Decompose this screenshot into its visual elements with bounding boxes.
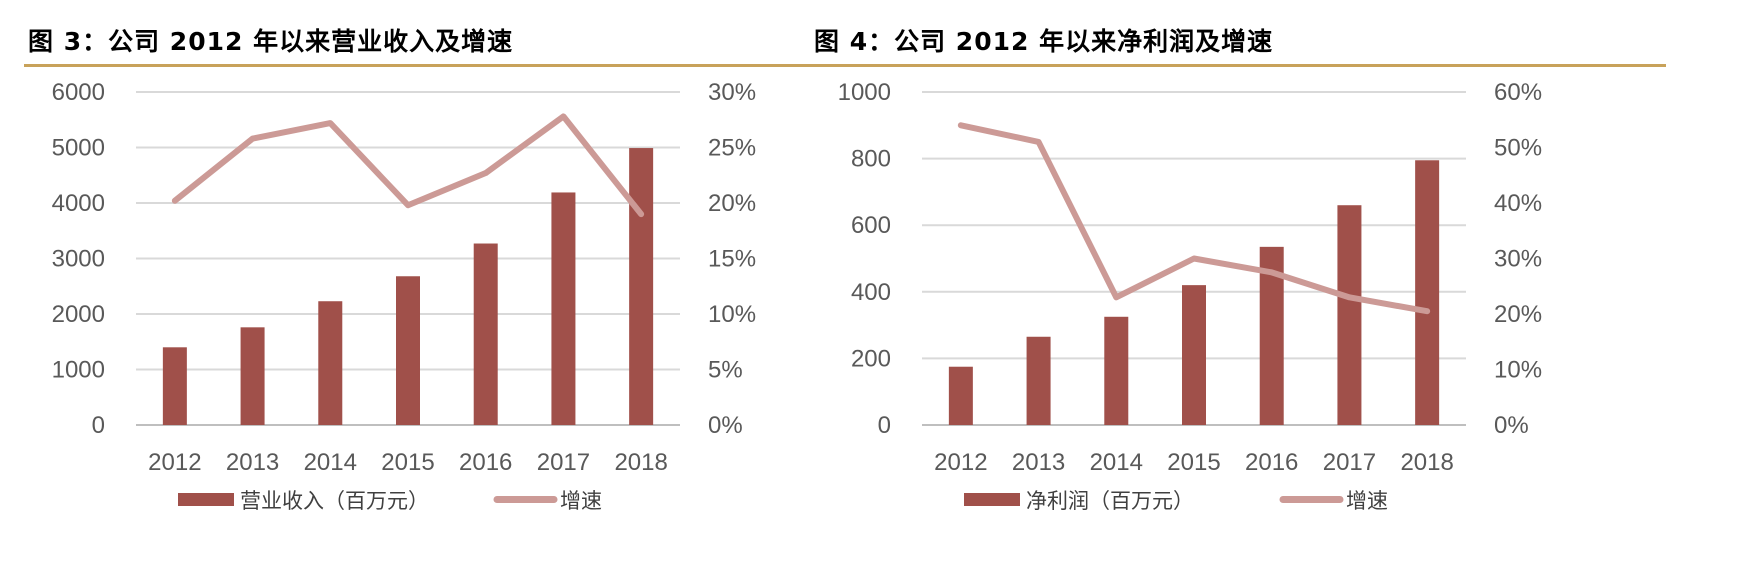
y-right-tick-label: 20% — [708, 190, 756, 217]
bar-2018 — [1415, 160, 1440, 425]
bar-2015 — [396, 276, 420, 425]
x-tick-label: 2017 — [1323, 449, 1376, 476]
y-right-tick-label: 25% — [708, 135, 756, 162]
y-left-tick-label: 200 — [851, 345, 891, 372]
y-left-tick-label: 5000 — [52, 135, 105, 162]
y-right-tick-label: 30% — [708, 79, 756, 106]
y-left-tick-label: 3000 — [52, 246, 105, 273]
bar-2013 — [1026, 336, 1051, 425]
y-right-tick-label: 60% — [1494, 79, 1542, 106]
y-left-tick-label: 800 — [851, 146, 891, 173]
y-right-tick-label: 20% — [1494, 301, 1542, 328]
bar-2012 — [948, 366, 973, 425]
x-tick-label: 2012 — [934, 449, 987, 476]
chart-title: 图 3：公司 2012 年以来营业收入及增速 — [28, 27, 514, 56]
net-profit-chart-panel: 图 4：公司 2012 年以来净利润及增速 0 200 400 600 800 1000 0… — [810, 0, 1666, 580]
y-left-tick-label: 600 — [851, 212, 891, 239]
revenue-chart-panel: 图 3：公司 2012 年以来营业收入及增速 0 1000 2000 3000 4000… — [24, 0, 880, 580]
y-right-tick-label: 15% — [708, 246, 756, 273]
y-right-tick-label: 10% — [708, 301, 756, 328]
bar-2017 — [551, 192, 576, 425]
title-divider — [24, 64, 880, 67]
title-divider — [810, 64, 1666, 67]
bar-2018 — [629, 148, 654, 425]
y-right-tick-label: 30% — [1494, 246, 1542, 273]
bar-2016 — [473, 243, 498, 425]
bar-2013 — [240, 327, 265, 425]
y-right-tick-label: 10% — [1494, 357, 1542, 384]
chart-title: 图 4：公司 2012 年以来净利润及增速 — [814, 27, 1274, 56]
bar-2014 — [318, 301, 343, 425]
y-left-tick-label: 0 — [878, 412, 891, 439]
y-right-tick-label: 40% — [1494, 190, 1542, 217]
x-tick-label: 2018 — [1400, 449, 1453, 476]
x-tick-label: 2015 — [1167, 449, 1220, 476]
x-tick-label: 2016 — [1245, 449, 1298, 476]
x-tick-label: 2016 — [459, 449, 512, 476]
revenue-chart: 0 1000 2000 3000 4000 5000 6000 0% 5% 10% 15% 20% 25… — [52, 79, 756, 513]
legend-swatch-bar — [178, 493, 234, 506]
net-profit-chart: 0 200 400 600 800 1000 0% 10% 20% 30% 40% 50% 60% 201… — [838, 79, 1542, 513]
x-tick-label: 2012 — [148, 449, 201, 476]
y-left-tick-label: 6000 — [52, 79, 105, 106]
bar-2017 — [1337, 205, 1362, 425]
legend-label-bar: 净利润（百万元） — [1026, 489, 1194, 513]
legend: 营业收入（百万元） 增速 — [178, 489, 602, 513]
legend-swatch-bar — [964, 493, 1020, 506]
x-tick-label: 2014 — [1090, 449, 1143, 476]
y-right-tick-label: 0% — [708, 412, 743, 439]
bar-2014 — [1104, 316, 1129, 425]
y-right-tick-label: 0% — [1494, 412, 1529, 439]
legend-label-bar: 营业收入（百万元） — [240, 489, 429, 513]
legend-label-line: 增速 — [560, 489, 602, 513]
y-left-tick-label: 400 — [851, 279, 891, 306]
x-tick-label: 2013 — [226, 449, 279, 476]
x-tick-label: 2017 — [537, 449, 590, 476]
x-tick-label: 2014 — [304, 449, 357, 476]
legend: 净利润（百万元） 增速 — [964, 489, 1388, 513]
x-tick-label: 2018 — [614, 449, 667, 476]
x-tick-label: 2013 — [1012, 449, 1065, 476]
y-right-tick-label: 50% — [1494, 135, 1542, 162]
y-left-tick-label: 1000 — [838, 79, 891, 106]
y-left-tick-label: 0 — [92, 412, 105, 439]
y-left-tick-label: 2000 — [52, 301, 105, 328]
legend-label-line: 增速 — [1346, 489, 1388, 513]
y-left-tick-label: 4000 — [52, 190, 105, 217]
x-tick-label: 2015 — [381, 449, 434, 476]
y-right-tick-label: 5% — [708, 357, 743, 384]
y-left-tick-label: 1000 — [52, 357, 105, 384]
bar-2012 — [162, 347, 187, 425]
bar-2015 — [1182, 285, 1206, 425]
